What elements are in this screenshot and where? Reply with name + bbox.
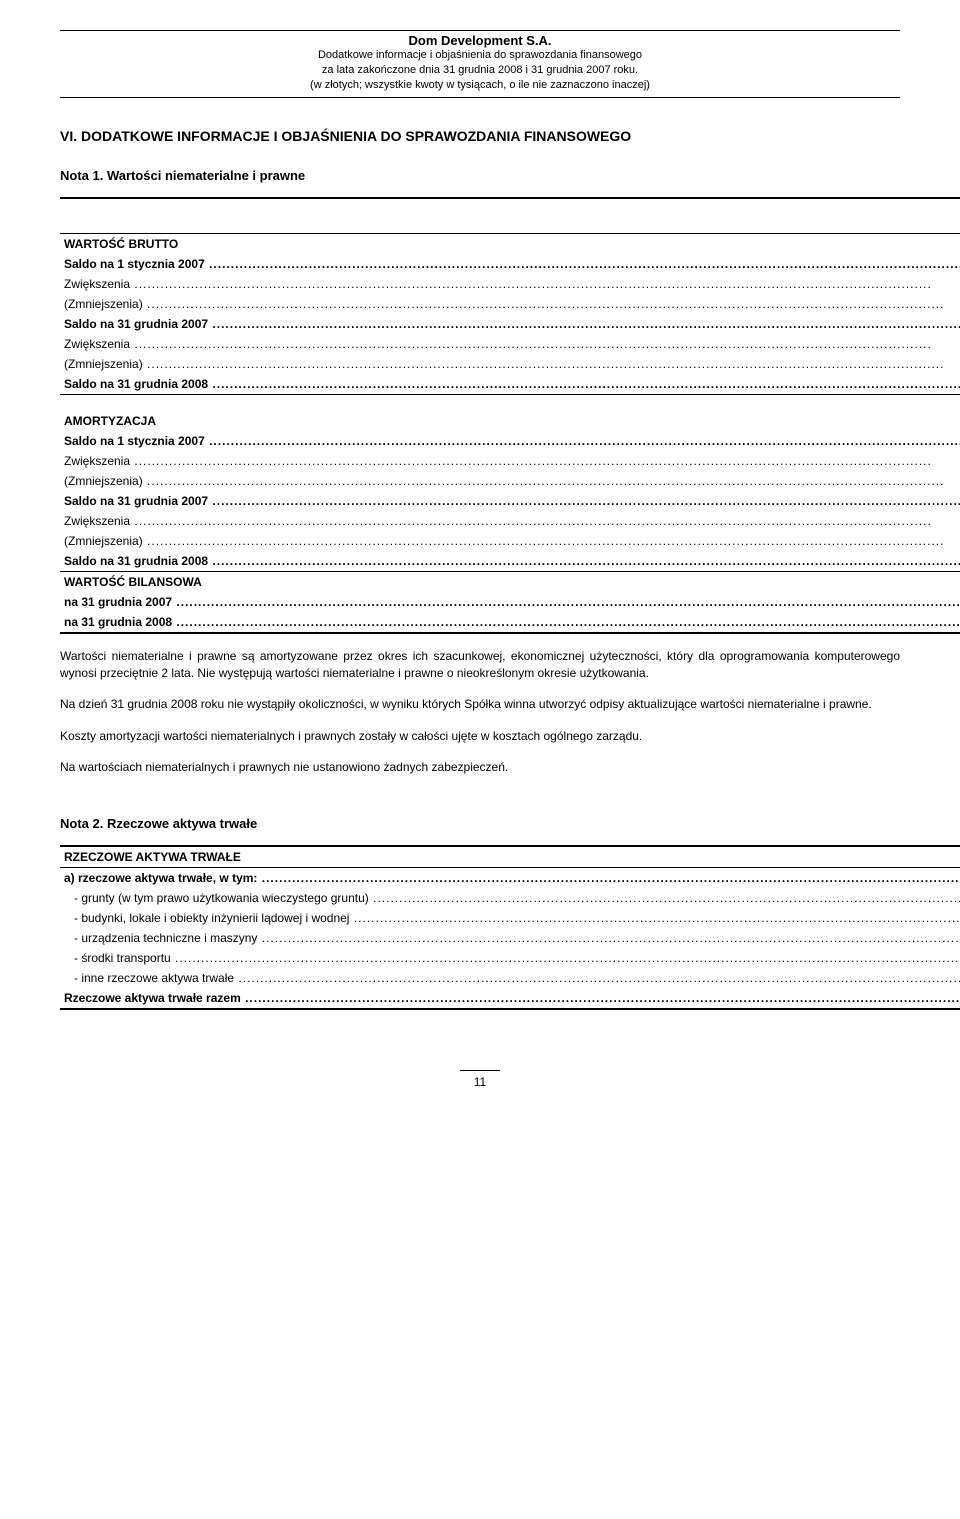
table-row: na 31 grudnia 2008	[60, 612, 960, 633]
table-row: Saldo na 31 grudnia 2008	[60, 374, 960, 395]
section-title: VI. DODATKOWE INFORMACJE I OBJAŚNIENIA D…	[60, 128, 900, 144]
page-header: Dom Development S.A. Dodatkowe informacj…	[60, 30, 900, 98]
paragraph-3: Koszty amortyzacji wartości niematerialn…	[60, 728, 900, 745]
table-row: - budynki, lokale i obiekty inżynierii l…	[60, 908, 960, 928]
table-row: - grunty (w tym prawo użytkowania wieczy…	[60, 888, 960, 908]
note-1-title: Nota 1. Wartości niematerialne i prawne	[60, 168, 900, 183]
table-row: (Zmniejszenia)	[60, 294, 960, 314]
note-1-table: Inne wartości niematerialne Oprogramowan…	[60, 197, 960, 634]
table-row: - środki transportu	[60, 948, 960, 968]
table-row: Saldo na 1 stycznia 2007	[60, 254, 960, 274]
table-row: a) rzeczowe aktywa trwałe, w tym:	[60, 868, 960, 889]
table-row: (Zmniejszenia)	[60, 531, 960, 551]
paragraph-1: Wartości niematerialne i prawne są amort…	[60, 648, 900, 683]
table-row: Zwiększenia	[60, 451, 960, 471]
table-row: Saldo na 31 grudnia 2007	[60, 491, 960, 511]
note-2-title: Nota 2. Rzeczowe aktywa trwałe	[60, 816, 900, 831]
table-row-total: Rzeczowe aktywa trwałe razem	[60, 988, 960, 1009]
header-line-2: za lata zakończone dnia 31 grudnia 2008 …	[60, 63, 900, 78]
note-2-table: RZECZOWE AKTYWA TRWAŁE 31.12.2008 31.12.…	[60, 845, 960, 1010]
header-line-1: Dodatkowe informacje i objaśnienia do sp…	[60, 48, 900, 63]
table-row: Zwiększenia	[60, 511, 960, 531]
table-row: Saldo na 31 grudnia 2008	[60, 551, 960, 572]
company-name: Dom Development S.A.	[60, 33, 900, 48]
table-row: Zwiększenia	[60, 334, 960, 354]
table-row: (Zmniejszenia)	[60, 471, 960, 491]
paragraph-2: Na dzień 31 grudnia 2008 roku nie wystąp…	[60, 696, 900, 713]
table-row: Zwiększenia	[60, 274, 960, 294]
table-row: na 31 grudnia 2007	[60, 592, 960, 612]
table-row: Saldo na 31 grudnia 2007	[60, 314, 960, 334]
table-row: Saldo na 1 stycznia 2007	[60, 431, 960, 451]
table-row: - inne rzeczowe aktywa trwałe	[60, 968, 960, 988]
group-amort: AMORTYZACJA	[60, 411, 960, 431]
group-brutto: WARTOŚĆ BRUTTO	[60, 233, 960, 254]
group-bilansowa: WARTOŚĆ BILANSOWA	[60, 571, 960, 592]
page-number: 11	[460, 1070, 500, 1089]
col-header-rzeczowe: RZECZOWE AKTYWA TRWAŁE	[60, 846, 960, 868]
header-line-3: (w złotych; wszystkie kwoty w tysiącach,…	[60, 78, 900, 93]
table-row: (Zmniejszenia)	[60, 354, 960, 374]
table-row: - urządzenia techniczne i maszyny	[60, 928, 960, 948]
paragraph-4: Na wartościach niematerialnych i prawnyc…	[60, 759, 900, 776]
